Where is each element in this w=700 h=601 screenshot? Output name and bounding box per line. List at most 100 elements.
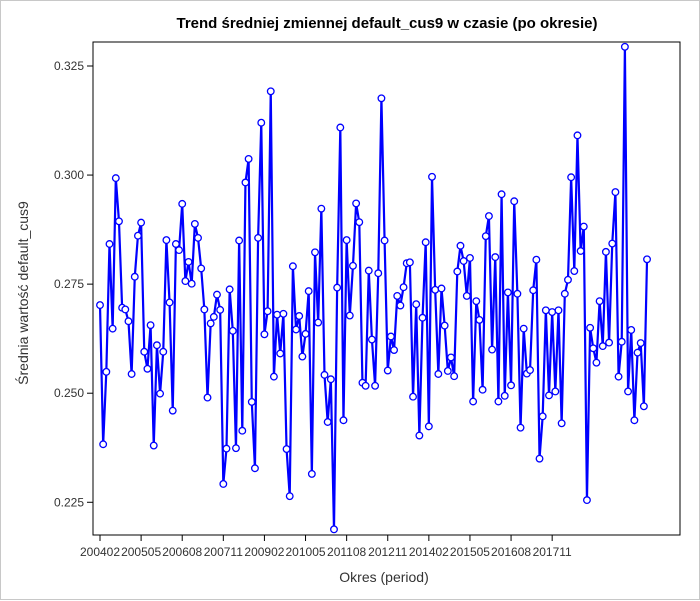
y-axis-label: Średnia wartość default_cus9 <box>14 201 31 385</box>
data-point <box>513 289 522 298</box>
x-tick-label: 200608 <box>162 545 202 559</box>
data-point <box>257 118 266 127</box>
data-point <box>424 422 433 431</box>
data-point <box>235 236 244 245</box>
data-point <box>383 366 392 375</box>
data-point <box>184 257 193 266</box>
data-point <box>209 312 218 321</box>
data-point <box>181 277 190 286</box>
data-point <box>130 272 139 281</box>
x-tick-label: 200402 <box>80 545 120 559</box>
data-point <box>108 324 117 333</box>
data-point <box>254 233 263 242</box>
data-point <box>105 240 114 248</box>
x-tick-label: 201211 <box>368 545 407 559</box>
x-tick-label: 201608 <box>491 545 531 559</box>
data-point <box>279 309 288 318</box>
data-point <box>168 406 177 415</box>
data-point <box>159 347 168 356</box>
data-point <box>491 253 500 262</box>
data-point <box>614 372 623 381</box>
data-point <box>345 311 354 320</box>
data-point <box>190 219 199 228</box>
data-point <box>469 397 478 406</box>
data-point <box>399 283 408 292</box>
data-point <box>225 285 234 294</box>
data-point <box>636 339 645 347</box>
data-point <box>535 454 544 463</box>
data-point <box>298 352 307 361</box>
data-point <box>301 329 310 338</box>
data-point <box>488 345 497 354</box>
data-point <box>560 289 569 298</box>
data-point <box>421 238 430 247</box>
data-point <box>250 464 259 473</box>
data-point <box>586 323 595 332</box>
data-point <box>462 291 471 300</box>
data-point <box>127 370 136 378</box>
data-point <box>405 258 414 267</box>
data-point <box>371 381 380 390</box>
data-point <box>386 332 395 341</box>
data-point <box>269 372 278 381</box>
data-point <box>307 469 316 478</box>
data-point <box>285 492 294 501</box>
data-point <box>545 391 553 400</box>
data-point <box>557 419 566 428</box>
data-point <box>541 306 550 315</box>
data-point <box>503 288 512 297</box>
data-point <box>456 241 465 250</box>
data-point <box>519 324 528 333</box>
data-point <box>194 233 202 242</box>
y-tick-label: 0.300 <box>54 168 84 182</box>
data-point <box>478 385 487 394</box>
data-point <box>247 397 256 406</box>
data-point <box>304 287 313 296</box>
data-point <box>548 308 557 317</box>
y-tick-label: 0.225 <box>54 495 84 509</box>
data-point <box>175 246 183 255</box>
data-point <box>472 297 481 306</box>
x-tick-label: 201108 <box>327 545 366 559</box>
data-point <box>276 349 285 358</box>
data-point <box>500 391 509 400</box>
data-point <box>96 301 104 310</box>
data-point <box>292 325 300 334</box>
data-point <box>481 232 490 241</box>
data-point <box>320 370 329 379</box>
data-point <box>140 347 149 356</box>
data-point <box>576 247 585 255</box>
data-point <box>326 375 335 384</box>
data-point <box>630 416 639 425</box>
x-tick-label: 201005 <box>286 545 326 559</box>
series-line <box>98 45 649 531</box>
data-point <box>393 291 402 300</box>
data-point <box>639 402 648 411</box>
data-point <box>507 381 516 390</box>
data-point <box>333 283 342 292</box>
data-point <box>339 416 348 425</box>
data-point <box>595 297 604 306</box>
data-point <box>627 326 636 334</box>
data-point <box>115 217 123 226</box>
data-point <box>554 306 563 315</box>
data-point <box>197 264 206 273</box>
plot-area-frame <box>92 41 681 536</box>
data-point <box>133 231 142 240</box>
data-point <box>124 317 133 326</box>
data-point <box>538 412 547 421</box>
data-point <box>484 212 493 221</box>
data-point <box>598 342 607 351</box>
data-point <box>361 381 370 390</box>
data-series <box>96 42 651 534</box>
y-tick-label: 0.275 <box>54 277 84 291</box>
data-point <box>200 305 209 314</box>
data-point <box>443 367 452 375</box>
data-point <box>434 370 443 378</box>
data-point <box>111 174 120 183</box>
data-point <box>497 190 506 199</box>
data-point <box>330 525 338 534</box>
data-point <box>187 279 196 288</box>
data-point <box>583 496 591 505</box>
